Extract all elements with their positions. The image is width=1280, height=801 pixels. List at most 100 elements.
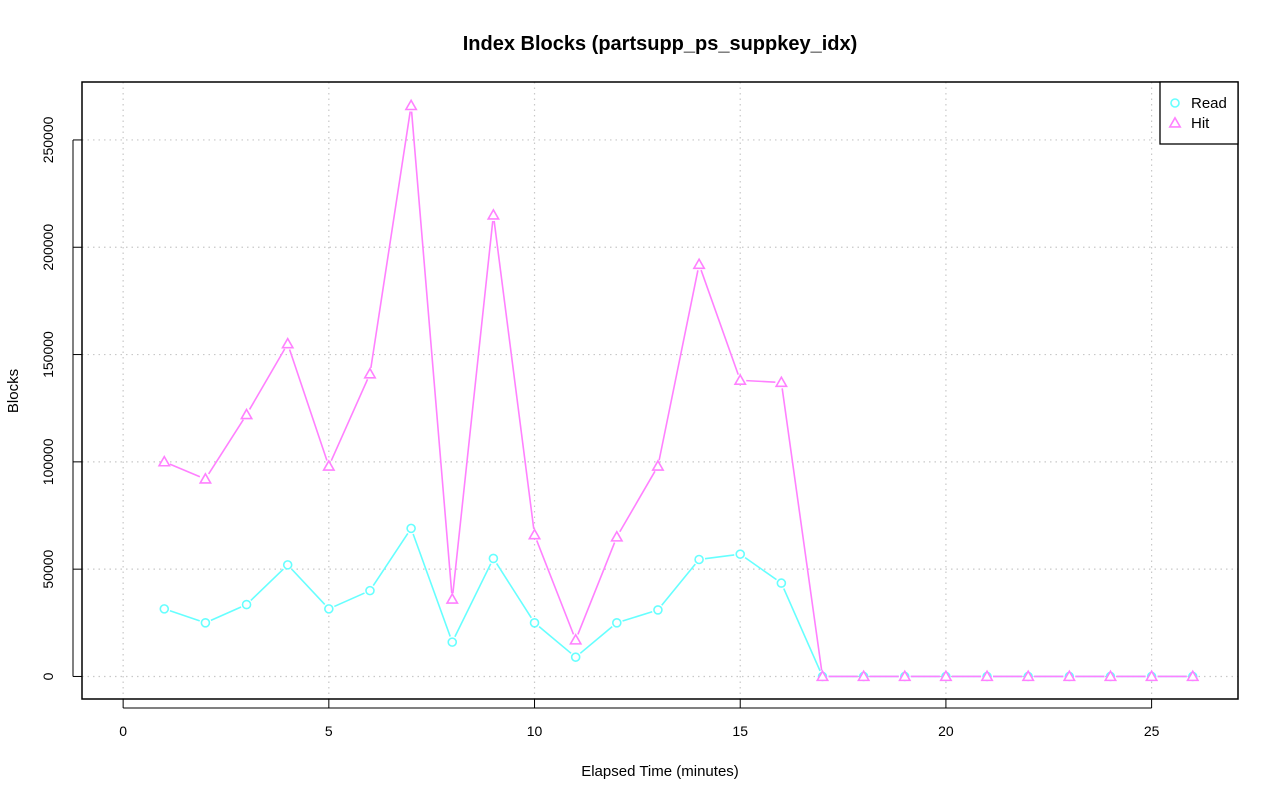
series-line-segment	[370, 111, 411, 369]
series-line-segment	[622, 610, 653, 622]
series-line-segment	[333, 592, 365, 608]
legend-label-read: Read	[1191, 95, 1227, 112]
data-point	[1062, 669, 1076, 682]
series-line-segment	[538, 626, 572, 654]
data-point	[365, 585, 375, 596]
data-point	[857, 669, 871, 682]
y-tick-label: 250000	[40, 116, 56, 163]
x-tick-label: 10	[527, 723, 543, 739]
data-point	[406, 523, 416, 534]
series-line-segment	[579, 626, 613, 654]
series-line-segment	[781, 388, 823, 671]
data-point	[1103, 669, 1118, 682]
data-point	[157, 455, 171, 467]
series-line-segment	[658, 270, 699, 461]
series-line-segment	[372, 532, 409, 587]
x-axis: 0 5 10 15 20 25	[119, 699, 1160, 739]
series-line-segment	[783, 588, 821, 672]
series-line-segment	[288, 349, 328, 461]
chart-title: Index Blocks (partsupp_ps_suppkey_idx)	[463, 33, 858, 55]
x-tick-label: 5	[325, 723, 333, 739]
data-point	[815, 669, 830, 682]
series-read	[159, 523, 1198, 682]
series-line-segment	[169, 610, 200, 622]
data-point	[241, 599, 252, 610]
data-point	[653, 605, 663, 615]
series-line-segment	[535, 540, 575, 635]
data-point	[447, 637, 458, 647]
plot-frame	[81, 81, 1239, 700]
series-line-segment	[619, 470, 656, 533]
data-point	[898, 669, 912, 682]
series-line-segment	[210, 606, 242, 622]
series-line-segment	[410, 111, 453, 594]
data-point	[363, 367, 377, 379]
data-point	[445, 592, 459, 604]
data-point	[486, 208, 500, 220]
data-point	[322, 459, 336, 471]
y-axis: 0 50000 100000 150000 200000 250000	[40, 116, 82, 680]
data-point	[282, 560, 293, 570]
data-point	[1186, 669, 1200, 682]
series-line-segment	[452, 220, 494, 594]
data-point	[570, 652, 581, 662]
data-point	[281, 337, 295, 349]
data-point	[569, 633, 583, 645]
y-axis-label: Blocks	[5, 369, 22, 413]
x-tick-label: 20	[938, 723, 954, 739]
series-hit	[157, 98, 1200, 682]
data-point	[980, 669, 994, 682]
data-point	[735, 549, 746, 559]
data-point	[774, 375, 788, 388]
series-line-segment	[454, 563, 492, 638]
data-point	[776, 578, 787, 588]
data-point	[694, 554, 704, 565]
data-point	[527, 528, 542, 540]
legend: Read Hit	[1159, 81, 1239, 145]
data-point	[488, 553, 499, 564]
legend-marker-hit	[1168, 116, 1182, 128]
x-tick-label: 0	[119, 723, 127, 739]
series-line-segment	[207, 419, 244, 475]
data-point	[610, 530, 624, 542]
data-point	[651, 459, 665, 471]
series-line-segment	[169, 463, 201, 478]
data-point	[1021, 669, 1035, 682]
series-line-segment	[412, 533, 451, 637]
data-point	[198, 472, 212, 484]
y-tick-label: 100000	[40, 438, 56, 485]
series-line-segment	[291, 568, 326, 606]
data-point	[1145, 669, 1159, 682]
series-line-segment	[495, 563, 532, 619]
legend-marker-read	[1170, 98, 1180, 108]
series-line-segment	[746, 379, 776, 383]
data-point	[529, 618, 540, 628]
series-line-segment	[577, 542, 616, 635]
legend-label-hit: Hit	[1191, 115, 1210, 132]
data-point	[939, 669, 953, 682]
series-line-segment	[744, 556, 777, 581]
x-axis-label: Elapsed Time (minutes)	[581, 763, 739, 780]
x-tick-label: 25	[1144, 723, 1160, 739]
data-point	[324, 604, 334, 614]
data-point	[159, 604, 170, 614]
series-layer	[157, 98, 1200, 682]
series-line-segment	[661, 563, 696, 606]
series-line-segment	[704, 554, 735, 560]
grid-lines	[82, 82, 1238, 699]
series-line-segment	[248, 348, 286, 410]
data-point	[692, 257, 706, 270]
y-tick-label: 200000	[40, 224, 56, 271]
data-point	[404, 98, 418, 111]
series-line-segment	[330, 379, 369, 461]
legend-box	[1159, 81, 1239, 145]
y-tick-label: 150000	[40, 331, 56, 378]
data-point	[239, 407, 254, 420]
data-point	[612, 618, 622, 628]
y-tick-label: 0	[40, 672, 56, 680]
data-point	[733, 373, 747, 386]
series-line-segment	[250, 568, 284, 601]
series-line-segment	[700, 269, 739, 375]
series-line-segment	[493, 220, 535, 529]
